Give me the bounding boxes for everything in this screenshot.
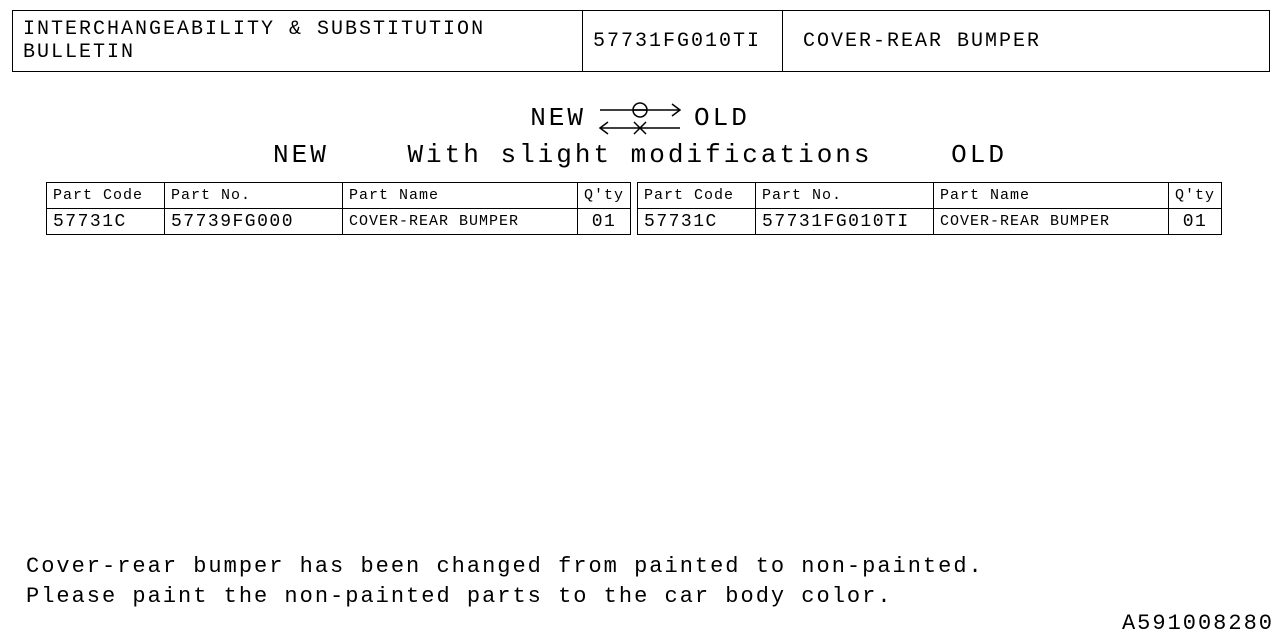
note-line-2: Please paint the non-painted parts to th… xyxy=(26,582,984,612)
cell-part-no: 57731FG010TI xyxy=(756,209,934,235)
col-qty: Q'ty xyxy=(1169,183,1222,209)
table-row: 57731C 57731FG010TI COVER-REAR BUMPER 01 xyxy=(638,209,1222,235)
new-parts-table: Part Code Part No. Part Name Q'ty 57731C… xyxy=(46,182,631,235)
interchange-diagram: NEW OLD xyxy=(0,98,1280,138)
note-line-1: Cover-rear bumper has been changed from … xyxy=(26,552,984,582)
col-qty: Q'ty xyxy=(578,183,631,209)
old-parts-table: Part Code Part No. Part Name Q'ty 57731C… xyxy=(637,182,1222,235)
col-part-code: Part Code xyxy=(47,183,165,209)
table-header-row: Part Code Part No. Part Name Q'ty xyxy=(638,183,1222,209)
col-part-code: Part Code xyxy=(638,183,756,209)
cell-part-name: COVER-REAR BUMPER xyxy=(343,209,578,235)
bulletin-title: INTERCHANGEABILITY & SUBSTITUTION BULLET… xyxy=(13,11,583,71)
subtitle-row: NEW With slight modifications OLD xyxy=(0,140,1280,170)
col-part-no: Part No. xyxy=(165,183,343,209)
col-part-name: Part Name xyxy=(343,183,578,209)
subtitle-mid-text: With slight modifications xyxy=(407,140,872,170)
notes: Cover-rear bumper has been changed from … xyxy=(26,552,984,611)
bulletin-header: INTERCHANGEABILITY & SUBSTITUTION BULLET… xyxy=(12,10,1270,72)
interchange-arrows-icon xyxy=(594,98,686,138)
diagram-new-label: NEW xyxy=(530,103,586,133)
cell-qty: 01 xyxy=(578,209,631,235)
bulletin-description: COVER-REAR BUMPER xyxy=(783,11,1269,71)
cell-part-name: COVER-REAR BUMPER xyxy=(934,209,1169,235)
cell-part-code: 57731C xyxy=(638,209,756,235)
diagram-old-label: OLD xyxy=(694,103,750,133)
parts-tables: Part Code Part No. Part Name Q'ty 57731C… xyxy=(46,182,1240,235)
table-header-row: Part Code Part No. Part Name Q'ty xyxy=(47,183,631,209)
cell-part-code: 57731C xyxy=(47,209,165,235)
col-part-no: Part No. xyxy=(756,183,934,209)
subtitle-old-label: OLD xyxy=(951,140,1007,170)
subtitle-new-label: NEW xyxy=(273,140,329,170)
cell-part-no: 57739FG000 xyxy=(165,209,343,235)
col-part-name: Part Name xyxy=(934,183,1169,209)
cell-qty: 01 xyxy=(1169,209,1222,235)
bulletin-code: 57731FG010TI xyxy=(583,11,783,71)
document-id: A591008280 xyxy=(1122,611,1274,636)
table-row: 57731C 57739FG000 COVER-REAR BUMPER 01 xyxy=(47,209,631,235)
